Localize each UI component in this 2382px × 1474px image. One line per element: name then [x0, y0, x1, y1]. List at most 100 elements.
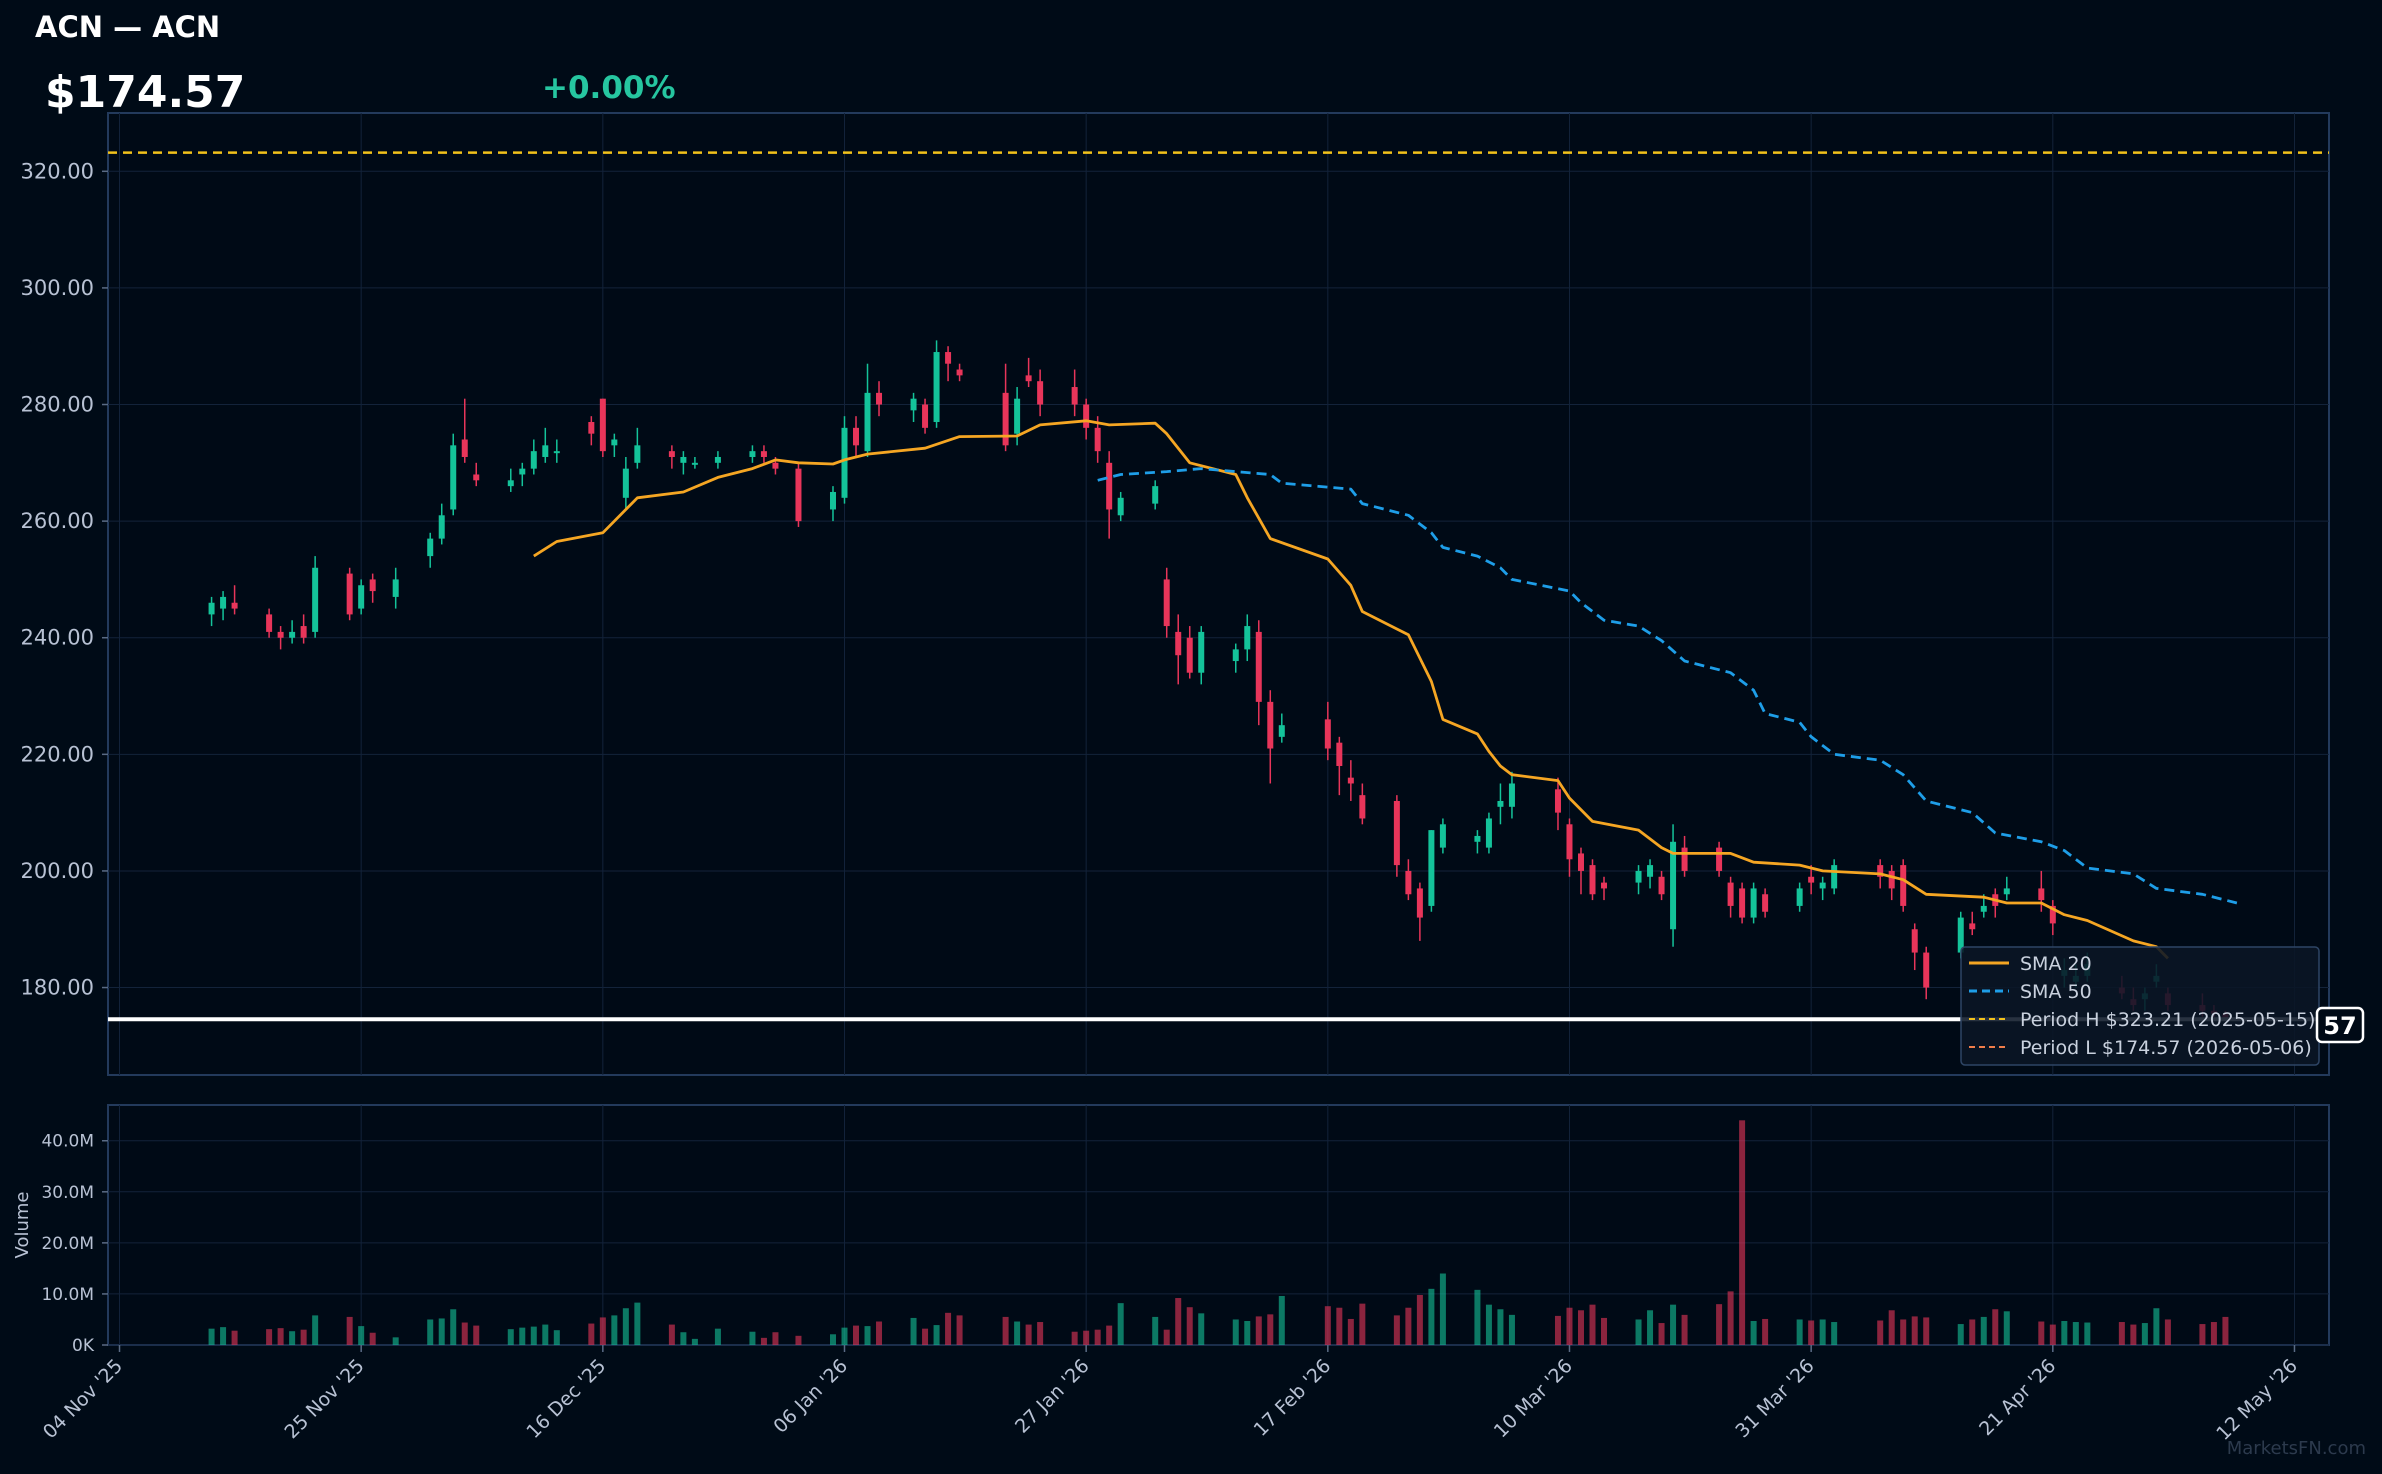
candle-body — [1508, 783, 1515, 807]
volume-bar — [1117, 1303, 1124, 1345]
volume-bar — [231, 1330, 238, 1345]
volume-bar — [1831, 1322, 1838, 1345]
volume-bar — [542, 1324, 549, 1345]
x-tick-label: 27 Jan '26 — [1011, 1355, 1094, 1438]
volume-bar — [553, 1330, 560, 1345]
volume-bar — [1324, 1306, 1331, 1345]
volume-panel — [107, 1104, 2330, 1346]
candle-body — [1025, 375, 1032, 382]
sma20-line — [533, 419, 2169, 960]
candle-body — [1911, 929, 1918, 953]
volume-bar — [473, 1325, 480, 1345]
candle-body — [1750, 888, 1757, 918]
candle-body — [300, 626, 307, 638]
volume-bar — [2118, 1322, 2125, 1345]
x-tick-label: 16 Dec '25 — [522, 1355, 610, 1443]
price-y-tick-label: 180.00 — [21, 976, 94, 1000]
volume-bar — [277, 1328, 284, 1345]
candle-body — [1416, 888, 1423, 918]
volume-bar — [945, 1312, 952, 1345]
candle-body — [1670, 841, 1677, 930]
volume-bar — [438, 1318, 445, 1345]
volume-bar — [1106, 1325, 1113, 1345]
volume-bar — [876, 1321, 883, 1345]
candle-body — [691, 462, 698, 465]
last-price-tag-text: 57 — [2323, 1012, 2356, 1040]
volume-bar — [1485, 1304, 1492, 1345]
x-axis: 04 Nov '25 25 Nov '25 16 Dec '25 06 Jan '26… — [39, 1345, 2302, 1445]
volume-y-tick-label: 20.0M — [41, 1234, 94, 1254]
volume-bar — [450, 1309, 457, 1345]
legend-item-period-low: Period L $174.57 (2026-05-06) — [2020, 1037, 2312, 1059]
candle-body — [1888, 870, 1895, 889]
candle-body — [1083, 404, 1090, 428]
volume-bar — [220, 1327, 227, 1345]
volume-bar — [841, 1327, 848, 1345]
candle-body — [450, 445, 457, 510]
x-tick-label: 31 Mar '26 — [1731, 1355, 1818, 1442]
volume-bar — [1508, 1314, 1515, 1345]
candle-body — [611, 439, 618, 446]
candle-body — [956, 369, 963, 376]
candle-body — [1014, 398, 1021, 434]
volume-bar — [1025, 1324, 1032, 1345]
watermark: MarketsFN.com — [2227, 1438, 2366, 1459]
volume-bar — [1474, 1289, 1481, 1345]
price-y-axis: 180.00 200.00 220.00 240.00 260.00 280.00 300.… — [21, 159, 108, 1000]
volume-bar — [588, 1323, 595, 1345]
volume-bar — [1198, 1313, 1205, 1345]
legend-box — [1960, 946, 2320, 1066]
candle-body — [876, 392, 883, 405]
volume-bar — [1152, 1316, 1159, 1345]
volume-bar — [2164, 1319, 2171, 1345]
volume-bar — [1888, 1310, 1895, 1345]
price-grid — [108, 113, 2329, 1075]
price-y-tick-label: 200.00 — [21, 859, 94, 883]
candle-body — [1762, 894, 1769, 912]
volume-bar — [1658, 1323, 1665, 1345]
candle-body — [231, 602, 238, 609]
chart-title: ACN — ACN — [35, 10, 220, 44]
volume-bar — [680, 1332, 687, 1345]
volume-bar — [1244, 1321, 1251, 1345]
candle-body — [1255, 631, 1262, 702]
volume-bar — [1278, 1295, 1285, 1345]
volume-bar — [2038, 1321, 2045, 1345]
volume-bar — [2141, 1323, 2148, 1345]
volume-bar — [864, 1326, 871, 1345]
candle-body — [864, 392, 871, 452]
candle-body — [461, 439, 468, 457]
x-tick-label: 21 Apr '26 — [1975, 1355, 2060, 1440]
candle-body — [1980, 905, 1987, 912]
price-change: +0.00% — [542, 70, 676, 106]
candle-body — [277, 631, 284, 638]
volume-bar — [358, 1326, 365, 1345]
volume-y-axis: 0K 10.0M 20.0M 30.0M 40.0M — [41, 1132, 108, 1356]
candle-body — [312, 567, 319, 632]
volume-bar — [1359, 1303, 1366, 1345]
candle-body — [208, 602, 215, 615]
volume-y-tick-label: 0K — [72, 1336, 95, 1356]
sma-lines — [533, 419, 2238, 960]
volume-bar — [1577, 1310, 1584, 1345]
volume-bar — [1428, 1288, 1435, 1345]
sma50-line — [1097, 467, 2238, 905]
volume-bar — [853, 1325, 860, 1345]
candle-body — [945, 352, 952, 364]
volume-bar — [1336, 1307, 1343, 1345]
candle-body — [1796, 888, 1803, 906]
volume-bar — [1992, 1309, 1999, 1345]
volume-bar — [1393, 1315, 1400, 1345]
volume-bar — [266, 1329, 273, 1345]
volume-bar — [392, 1337, 399, 1345]
volume-bar — [1635, 1319, 1642, 1345]
candle-body — [1439, 824, 1446, 848]
candle-body — [1106, 462, 1113, 510]
x-tick-label: 04 Nov '25 — [39, 1355, 127, 1443]
candle-body — [266, 614, 273, 632]
volume-bar — [2061, 1321, 2068, 1345]
price-y-tick-label: 320.00 — [21, 159, 94, 183]
chart-legend: SMA 20 SMA 50 Period H $323.21 (2025-05-… — [1960, 946, 2320, 1066]
volume-bar — [461, 1322, 468, 1345]
volume-bar — [634, 1302, 641, 1345]
